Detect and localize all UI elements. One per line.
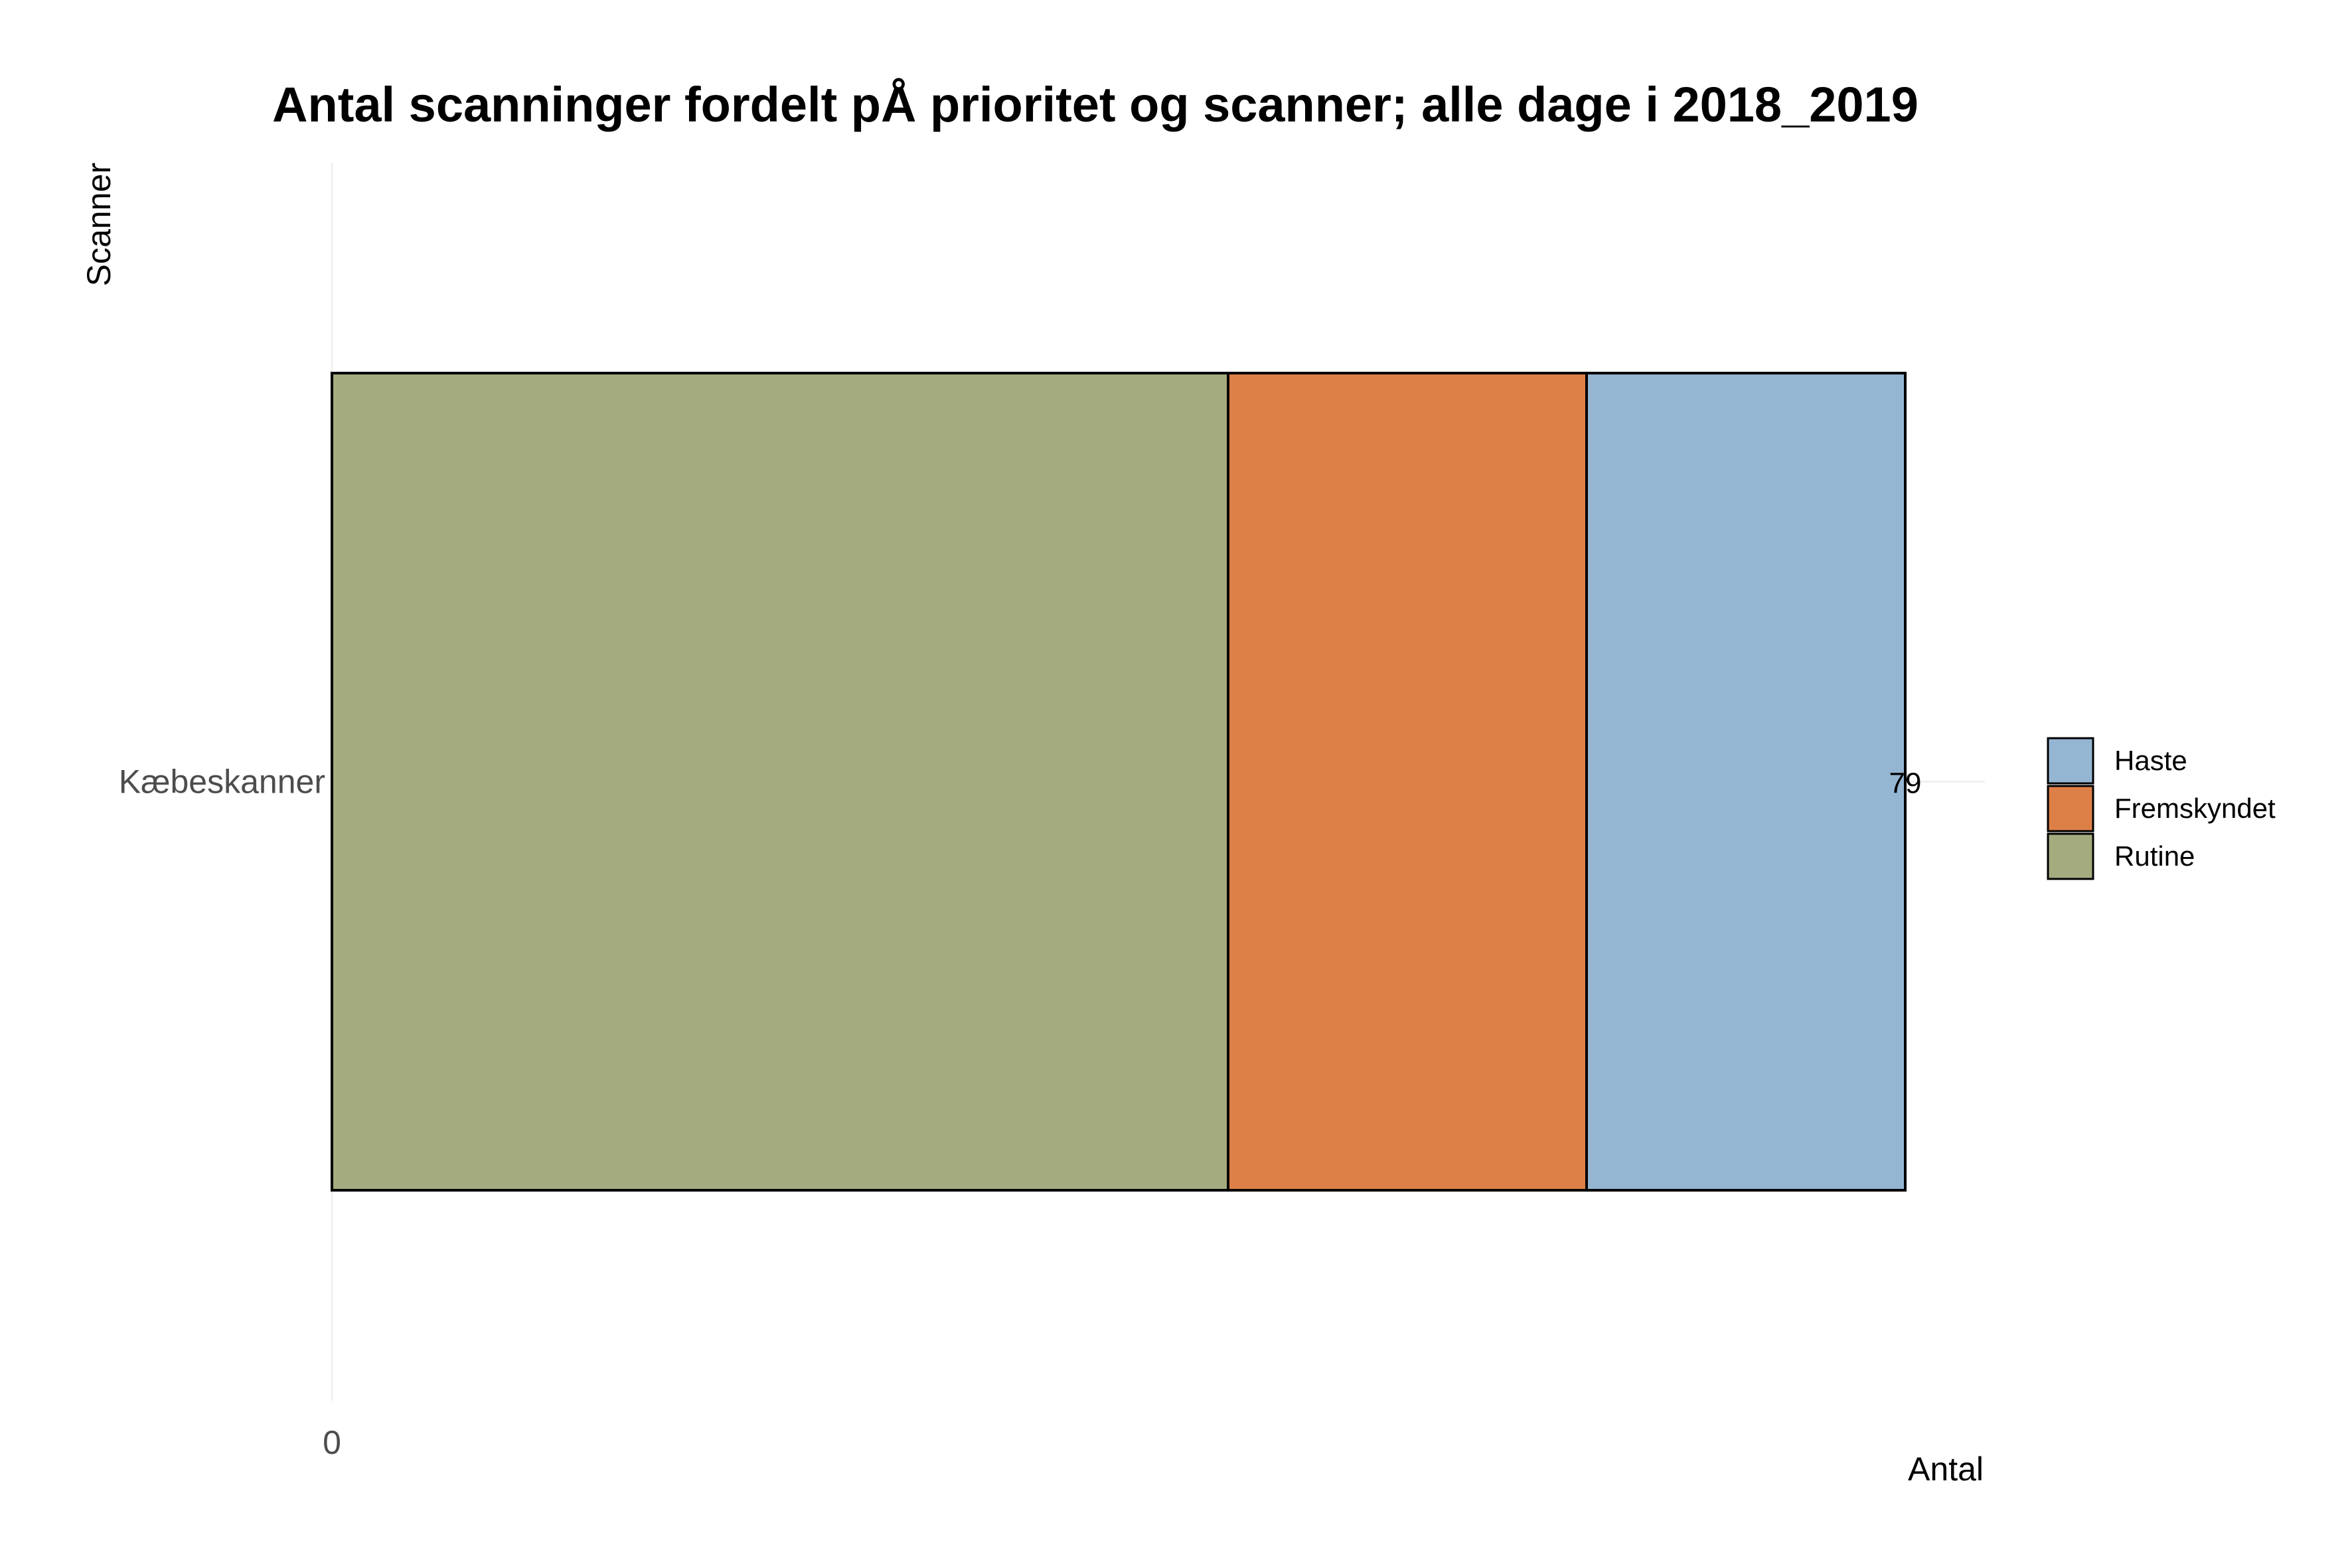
- legend-key-rutine: [2047, 832, 2094, 880]
- bar-segment-rutine: [331, 372, 1229, 1192]
- y-tick-label: Kæbeskanner: [119, 763, 325, 801]
- legend-label: Rutine: [2114, 840, 2195, 872]
- x-tick-label: 0: [323, 1424, 341, 1461]
- bar-segment-haste: [1585, 372, 1907, 1192]
- legend: Haste Fremskyndet Rutine: [2047, 737, 2276, 880]
- x-axis-title: Antal: [1908, 1450, 1984, 1488]
- legend-key-fremskyndet: [2047, 785, 2094, 832]
- legend-key-haste: [2047, 737, 2094, 785]
- legend-label: Haste: [2114, 745, 2187, 776]
- y-axis-title: Scanner: [80, 163, 118, 286]
- legend-label: Fremskyndet: [2114, 793, 2276, 824]
- bar-total-label: 79: [1889, 767, 1922, 800]
- chart-title: Antal scanninger fordelt pÅ prioritet og…: [272, 77, 1919, 132]
- labels-layer: 0 Kæbeskanner 79: [119, 763, 1922, 1462]
- bars-layer: [331, 372, 1907, 1192]
- bar-segment-fremskyndet: [1227, 372, 1588, 1192]
